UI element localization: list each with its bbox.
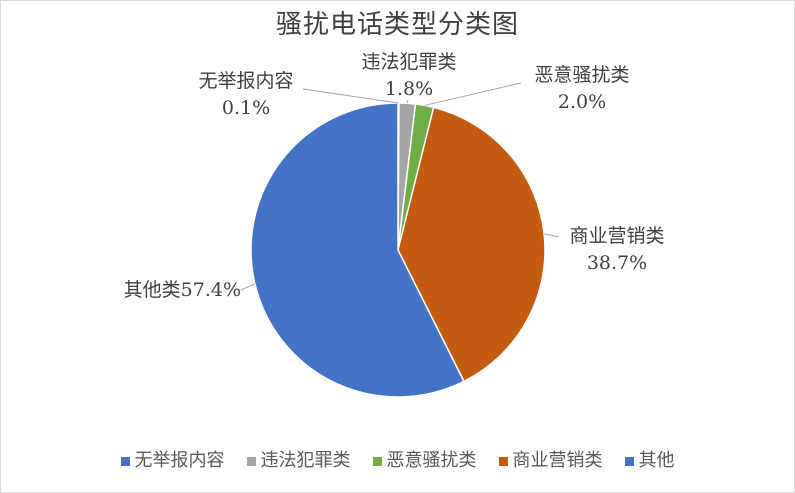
data-label-illegal-crime: 违法犯罪类 1.8% — [344, 49, 474, 103]
legend-item-commercial-marketing: 商业营销类 — [498, 448, 603, 474]
legend-label: 其他 — [638, 450, 675, 471]
legend-item-other: 其他 — [624, 448, 675, 474]
leader-line-no-report — [302, 88, 399, 104]
leader-line-commercial-marketing — [544, 233, 560, 238]
chart-title: 骚扰电话类型分类图 — [275, 10, 519, 40]
legend-swatch — [624, 456, 634, 466]
pie-slice-other — [250, 102, 465, 398]
data-label-name: 其他类 — [123, 279, 181, 301]
data-label-value: 38.7% — [586, 252, 648, 274]
data-label-value: 57.4% — [180, 279, 241, 301]
data-label-name: 商业营销类 — [569, 225, 665, 247]
data-label-malicious-harassment: 恶意骚扰类 2.0% — [517, 62, 647, 116]
legend-swatch — [246, 456, 256, 466]
pie-slices — [250, 102, 546, 398]
data-label-value: 0.1% — [221, 97, 271, 119]
legend: 无举报内容 违法犯罪类 恶意骚扰类 商业营销类 其他 — [1, 448, 794, 474]
legend-item-malicious-harassment: 恶意骚扰类 — [372, 448, 477, 474]
leader-line-illegal-crime — [406, 99, 409, 104]
legend-swatch — [372, 456, 382, 466]
legend-swatch — [498, 456, 508, 466]
legend-label: 商业营销类 — [512, 450, 603, 471]
data-label-value: 2.0% — [557, 91, 607, 113]
legend-swatch — [120, 456, 130, 466]
data-label-name: 恶意骚扰类 — [534, 64, 630, 86]
data-label-other: 其他类57.4% — [91, 277, 241, 304]
data-label-name: 无举报内容 — [198, 70, 294, 92]
leader-lines — [240, 82, 560, 291]
legend-label: 恶意骚扰类 — [386, 450, 477, 471]
legend-item-no-report: 无举报内容 — [120, 448, 225, 474]
legend-label: 无举报内容 — [134, 450, 225, 471]
data-label-value: 1.8% — [384, 78, 434, 100]
data-label-commercial-marketing: 商业营销类 38.7% — [552, 223, 682, 277]
leader-line-other — [240, 283, 256, 291]
data-label-no-report: 无举报内容 0.1% — [181, 68, 311, 122]
legend-item-illegal-crime: 违法犯罪类 — [246, 448, 351, 474]
legend-label: 违法犯罪类 — [260, 450, 351, 471]
leader-line-malicious-harassment — [424, 82, 522, 106]
data-label-name: 违法犯罪类 — [361, 51, 457, 73]
